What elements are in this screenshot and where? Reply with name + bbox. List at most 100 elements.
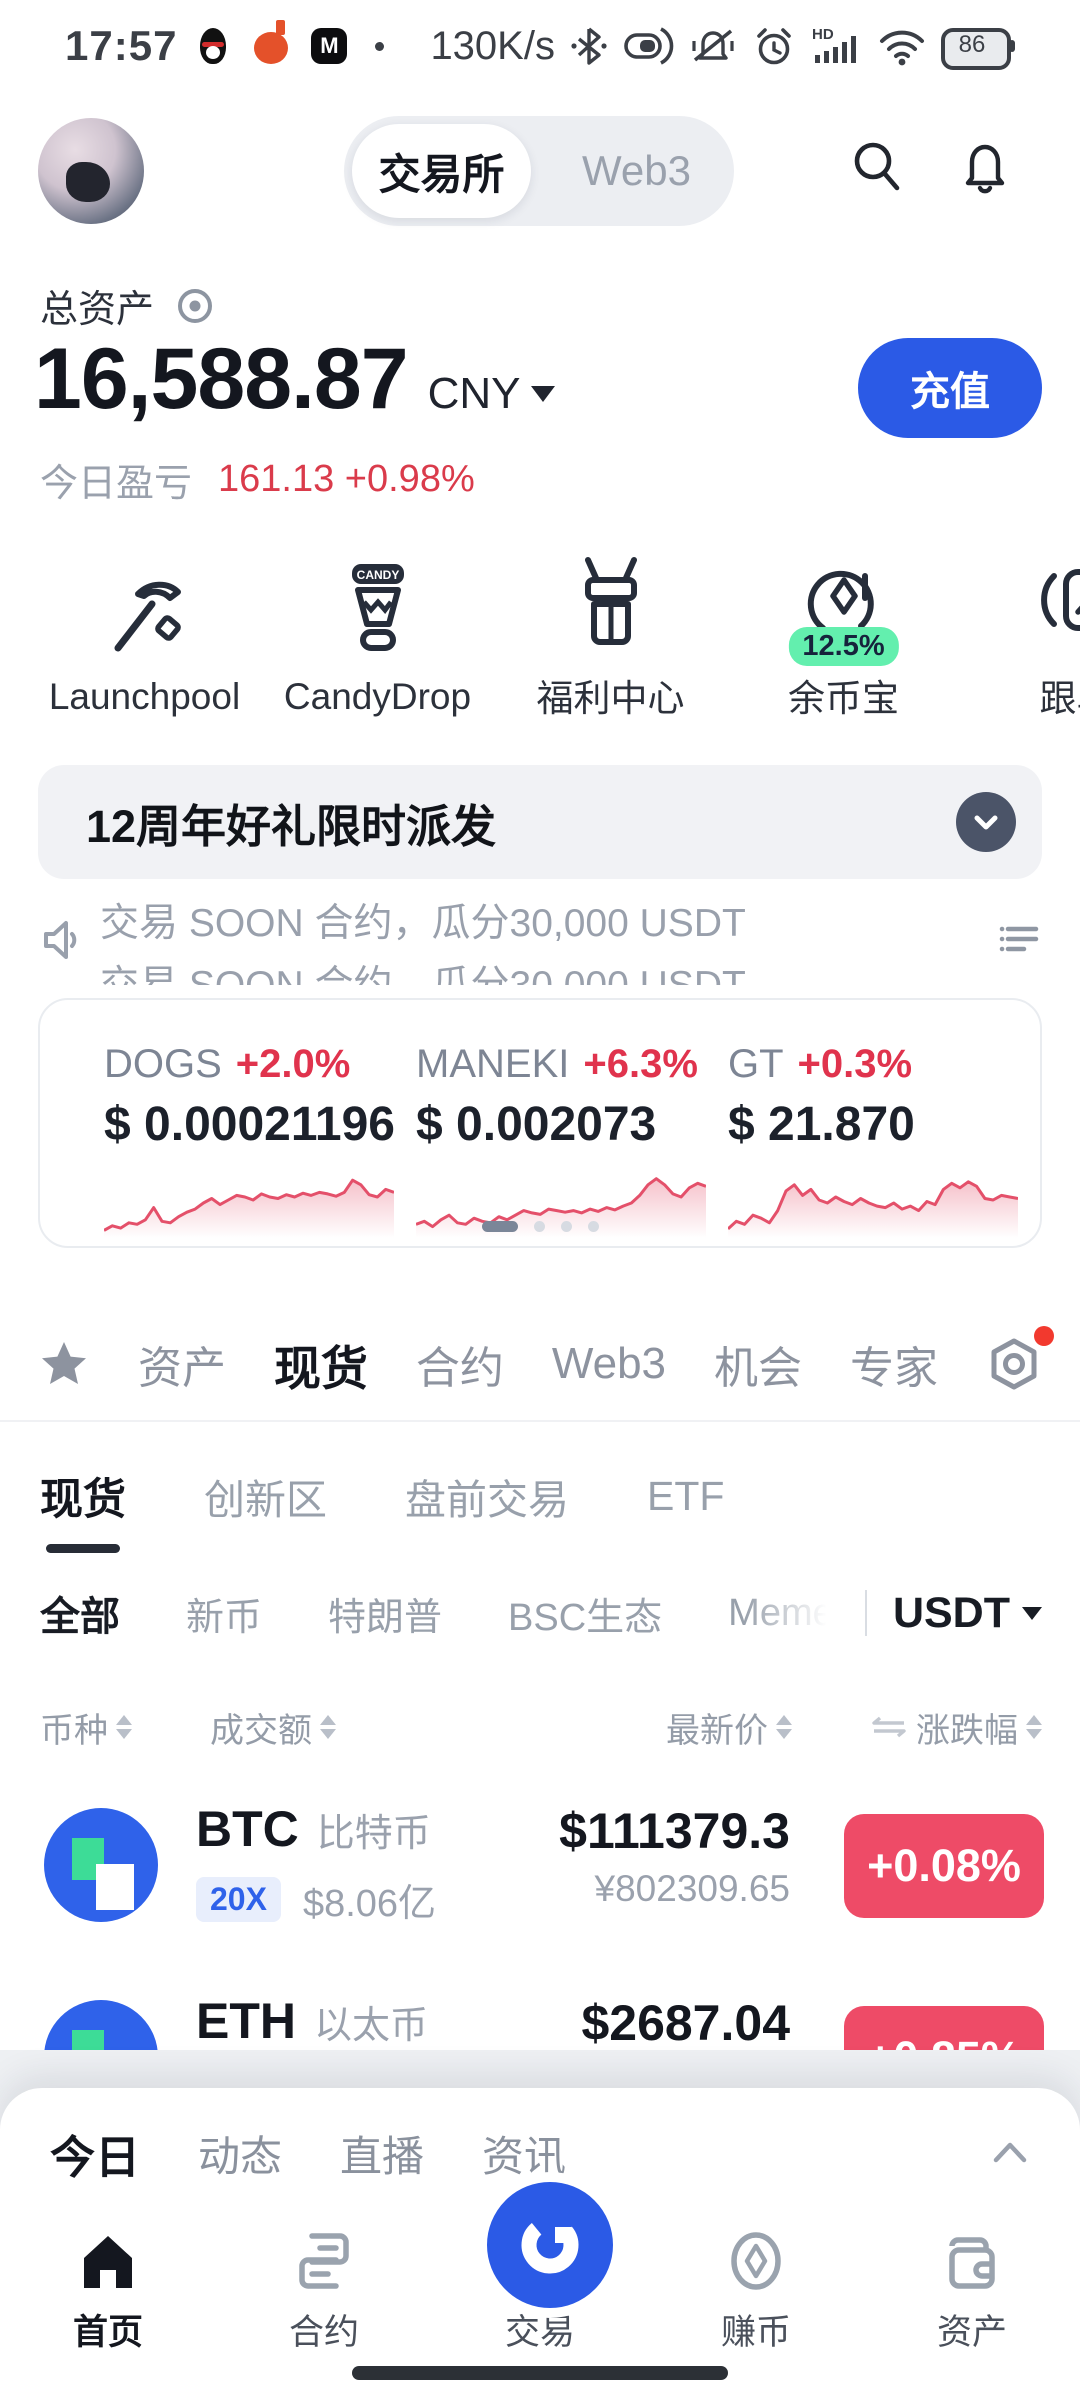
sort-icon [1026, 1715, 1042, 1739]
header-coin[interactable]: 币种 [40, 1703, 210, 1752]
filter-new[interactable]: 新币 [186, 1596, 263, 1639]
avatar[interactable] [38, 118, 144, 224]
status-left: 17:57 M [65, 20, 394, 70]
coin-row-btc[interactable]: BTC 比特币 20X $8.06亿 $111379.3 ¥802309.65 … [0, 1772, 1080, 1964]
carousel-dot-active[interactable] [481, 1221, 518, 1232]
nav-assets[interactable]: 资产 [864, 2218, 1080, 2368]
market-section-tabs: 资产 现货 合约 Web3 机会 专家 [38, 1318, 1054, 1410]
tab-spot[interactable]: 现货 [273, 1341, 368, 1395]
gift-box-icon [566, 552, 656, 654]
carousel-dot[interactable] [560, 1221, 572, 1232]
tab-web3[interactable]: Web3 [551, 1339, 667, 1388]
promo-banner[interactable]: 12周年好礼限时派发 [38, 765, 1042, 879]
promo-banner-title: 12周年好礼限时派发 [86, 800, 497, 852]
tab-web3[interactable]: Web3 [582, 147, 691, 194]
feature-copy-trading[interactable]: 跟单 [960, 552, 1080, 722]
status-right: 130K/s HD 86 [430, 24, 1015, 70]
subtab-premarket[interactable]: 盘前交易 [405, 1477, 569, 1523]
tab-assets[interactable]: 资产 [137, 1344, 226, 1393]
chevron-up-icon[interactable] [986, 2130, 1034, 2174]
coin-logo [44, 1808, 158, 1922]
dock-tab-news[interactable]: 资讯 [482, 2132, 567, 2180]
mini-ticker-maneki[interactable]: MANEKI +6.3% $ 0.002073 [416, 1042, 728, 1238]
header-change[interactable]: 涨跌幅 [792, 1703, 1042, 1752]
mini-change: +6.3% [583, 1042, 698, 1086]
favorites-star-icon[interactable] [38, 1338, 90, 1390]
visibility-eye-icon[interactable] [174, 285, 216, 327]
hot-coins-columns: DOGS +2.0% $ 0.00021196 MANEKI +6.3% $ 0.0… [40, 1000, 1040, 1238]
carousel-dot[interactable] [533, 1221, 545, 1232]
filter-all[interactable]: 全部 [40, 1595, 120, 1639]
bell-icon[interactable] [952, 134, 1018, 200]
coin-volume: $8.06亿 [302, 1883, 437, 1925]
sort-icon [116, 1715, 132, 1739]
nav-label: 交易 [504, 2313, 575, 2352]
nav-home[interactable]: 首页 [0, 2218, 216, 2368]
carousel-dots [40, 1221, 1040, 1232]
dock-tab-today[interactable]: 今日 [50, 2131, 141, 2183]
coin-symbol: BTC [196, 1801, 299, 1857]
music-m-icon: M [307, 24, 351, 68]
notification-red-dot [1033, 1326, 1054, 1346]
home-indicator[interactable] [352, 2366, 728, 2380]
wifi-icon [877, 24, 927, 68]
sort-icon [776, 1715, 792, 1739]
feature-label: CandyDrop [283, 676, 472, 717]
hot-coins-card[interactable]: DOGS +2.0% $ 0.00021196 MANEKI +6.3% $ 0.0… [38, 998, 1042, 1248]
nav-futures[interactable]: 合约 [216, 2218, 432, 2368]
announcement-line: 交易 SOON 合约，瓜分30,000 USDT [100, 955, 962, 985]
banner-expand-button[interactable] [956, 792, 1016, 852]
currency-selector[interactable]: CNY [428, 369, 555, 419]
subtab-spot[interactable]: 现货 [40, 1465, 126, 1553]
subtab-etf[interactable]: ETF [647, 1472, 725, 1519]
announcement-ticker[interactable]: 交易 SOON 合约，瓜分30,000 USDT 交易 SOON 合约，瓜分30… [38, 893, 1042, 985]
feature-candydrop[interactable]: CANDY CandyDrop [261, 552, 494, 722]
search-icon[interactable] [844, 134, 910, 200]
tab-futures[interactable]: 合约 [415, 1344, 504, 1393]
category-filters: 全部 新币 特朗普 BSC生态 Meme TON生 USDT [40, 1566, 1042, 1660]
nav-earn[interactable]: 赚币 [648, 2218, 864, 2368]
dock-tab-feed[interactable]: 动态 [198, 2132, 283, 2180]
feature-launchpool[interactable]: Launchpool [28, 552, 261, 722]
dock-tab-live[interactable]: 直播 [340, 2132, 425, 2180]
feature-yubibao[interactable]: 12.5% 余币宝 [727, 552, 960, 722]
announcement-line: 交易 SOON 合约，瓜分30,000 USDT [100, 902, 746, 945]
tab-opportunities[interactable]: 机会 [714, 1344, 802, 1393]
mini-price: $ 0.00021196 [104, 1098, 395, 1151]
feature-label: 余币宝 [788, 678, 899, 719]
pnl-row: 今日盈亏 161.13 +0.98% [40, 452, 475, 507]
total-assets-amount: 16,588.87 [34, 331, 409, 427]
copy-trade-icon [1032, 552, 1080, 654]
leverage-badge: 20X [196, 1877, 281, 1922]
header-volume[interactable]: 成交额 [210, 1703, 470, 1752]
total-assets-amount-row: 16,588.87 CNY [34, 330, 555, 429]
feature-label: Launchpool [48, 676, 241, 717]
mute-vibrate-icon [689, 24, 737, 68]
announcement-list-icon[interactable] [998, 917, 1042, 961]
announcement-lines: 交易 SOON 合约，瓜分30,000 USDT 交易 SOON 合约，瓜分30… [100, 893, 962, 985]
mini-change: +0.3% [797, 1042, 913, 1086]
filter-trump[interactable]: 特朗普 [328, 1596, 443, 1639]
mini-ticker-gt[interactable]: GT +0.3% $ 21.870 [728, 1042, 1040, 1238]
header: 交易所 Web3 [0, 106, 1080, 236]
nav-trade[interactable]: 交易 [432, 2218, 648, 2368]
candy-machine-icon: CANDY [333, 552, 423, 662]
deposit-button[interactable]: 充值 [858, 338, 1042, 438]
trade-button[interactable] [477, 2172, 623, 2318]
apy-badge: 12.5% [788, 627, 899, 666]
subtab-innovation[interactable]: 创新区 [204, 1477, 327, 1523]
header-price[interactable]: 最新价 [666, 1703, 792, 1752]
tab-experts[interactable]: 专家 [849, 1344, 938, 1393]
savings-coin-icon: 12.5% [788, 552, 899, 666]
nav-label: 首页 [72, 2313, 143, 2352]
mini-symbol: MANEKI [416, 1042, 570, 1086]
mini-ticker-dogs[interactable]: DOGS +2.0% $ 0.00021196 [104, 1042, 416, 1238]
spot-sub-tabs: 现货 创新区 盘前交易 ETF [40, 1448, 1042, 1553]
filter-bsc[interactable]: BSC生态 [508, 1596, 663, 1639]
feature-rewards-center[interactable]: 福利中心 [494, 552, 727, 722]
tab-exchange[interactable]: 交易所 [352, 124, 531, 218]
market-settings-button[interactable] [986, 1326, 1054, 1392]
change-badge[interactable]: +0.08% [844, 1814, 1044, 1918]
carousel-dot[interactable] [587, 1221, 599, 1232]
quote-currency-selector[interactable]: USDT [848, 1566, 1042, 1660]
